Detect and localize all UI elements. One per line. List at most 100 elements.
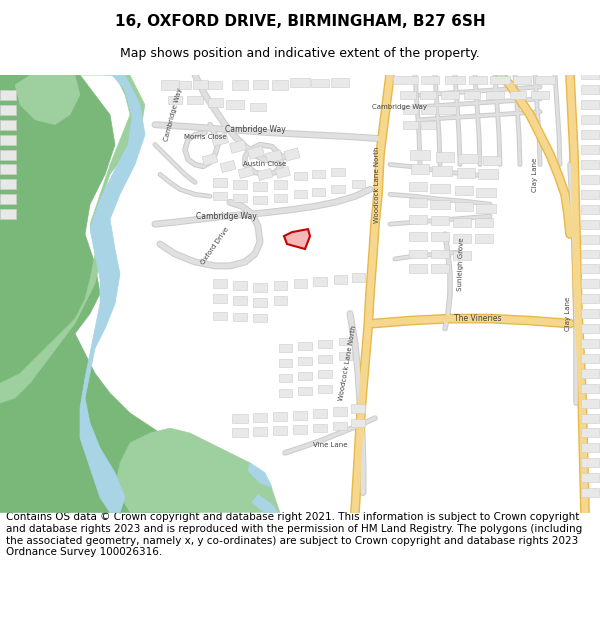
Bar [457, 169, 475, 178]
Bar [0, 134, 16, 144]
Bar [581, 175, 599, 184]
Bar [253, 182, 267, 191]
Polygon shape [252, 494, 278, 512]
Bar [581, 234, 599, 244]
Bar [453, 251, 471, 261]
Bar [232, 414, 248, 422]
Polygon shape [115, 428, 280, 512]
Bar [581, 429, 599, 438]
Bar [253, 412, 267, 421]
Bar [409, 198, 427, 207]
Bar [213, 312, 227, 319]
Bar [233, 194, 247, 202]
Bar [253, 428, 267, 436]
Text: Cambridge Way: Cambridge Way [373, 104, 427, 110]
Bar [272, 80, 288, 90]
Bar [213, 192, 227, 200]
Bar [233, 180, 247, 189]
Text: Woodcock Lane North: Woodcock Lane North [374, 146, 380, 222]
Bar [581, 115, 599, 124]
Bar [232, 80, 248, 90]
Text: The Vineries: The Vineries [454, 314, 502, 323]
Bar [333, 407, 347, 416]
Bar [253, 196, 267, 204]
Polygon shape [0, 75, 145, 403]
Bar [250, 103, 266, 111]
Bar [226, 101, 244, 109]
Bar [421, 76, 439, 84]
Bar [298, 357, 312, 366]
Polygon shape [0, 75, 115, 403]
Bar [581, 473, 599, 482]
Bar [273, 412, 287, 421]
Bar [453, 234, 471, 242]
Bar [213, 294, 227, 303]
Bar [421, 121, 436, 129]
Bar [293, 173, 307, 181]
Bar [273, 426, 287, 436]
Bar [510, 91, 526, 99]
Bar [331, 79, 349, 88]
Text: Cambridge Way: Cambridge Way [224, 125, 286, 134]
Bar [274, 180, 287, 189]
Bar [392, 76, 418, 84]
Bar [0, 209, 16, 219]
Polygon shape [284, 229, 310, 249]
Bar [352, 181, 365, 188]
Bar [403, 121, 418, 129]
Polygon shape [15, 75, 80, 125]
Bar [313, 409, 327, 418]
Bar [581, 205, 599, 214]
Bar [581, 130, 599, 139]
Bar [318, 370, 332, 378]
Text: Vine Lane: Vine Lane [313, 442, 347, 448]
Bar [338, 352, 352, 361]
Bar [581, 190, 599, 199]
Bar [351, 404, 365, 412]
Bar [233, 296, 247, 305]
Polygon shape [248, 462, 272, 488]
Bar [298, 342, 312, 351]
Bar [441, 91, 459, 99]
Bar [581, 354, 599, 363]
Bar [483, 156, 501, 166]
Text: Cambridge Way: Cambridge Way [196, 212, 256, 221]
Bar [311, 171, 325, 178]
Bar [331, 186, 345, 193]
Bar [168, 96, 182, 104]
Bar [278, 389, 292, 397]
Bar [232, 429, 248, 438]
Bar [581, 443, 599, 452]
Bar [253, 314, 267, 322]
Bar [409, 232, 427, 241]
Bar [311, 79, 329, 87]
Bar [233, 312, 247, 321]
Bar [213, 178, 227, 187]
Bar [213, 279, 227, 288]
Bar [187, 96, 203, 104]
Bar [253, 298, 267, 307]
Bar [581, 369, 599, 378]
Bar [293, 191, 307, 198]
Bar [581, 71, 599, 79]
Bar [331, 169, 345, 176]
Bar [438, 106, 456, 114]
Bar [274, 296, 287, 305]
Bar [318, 356, 332, 363]
Bar [318, 385, 332, 393]
Bar [318, 341, 332, 349]
Bar [409, 182, 427, 191]
Bar [535, 76, 555, 84]
Text: Clay Lane: Clay Lane [532, 158, 538, 191]
Bar [476, 204, 496, 212]
Bar [293, 279, 307, 288]
Bar [0, 105, 16, 115]
Text: Sunleigh Grove: Sunleigh Grove [457, 237, 465, 291]
Bar [431, 232, 449, 241]
Bar [278, 344, 292, 352]
Bar [351, 419, 365, 428]
Bar [311, 188, 325, 196]
Text: Austin Close: Austin Close [244, 161, 287, 168]
Bar [409, 215, 427, 224]
Bar [238, 166, 254, 179]
